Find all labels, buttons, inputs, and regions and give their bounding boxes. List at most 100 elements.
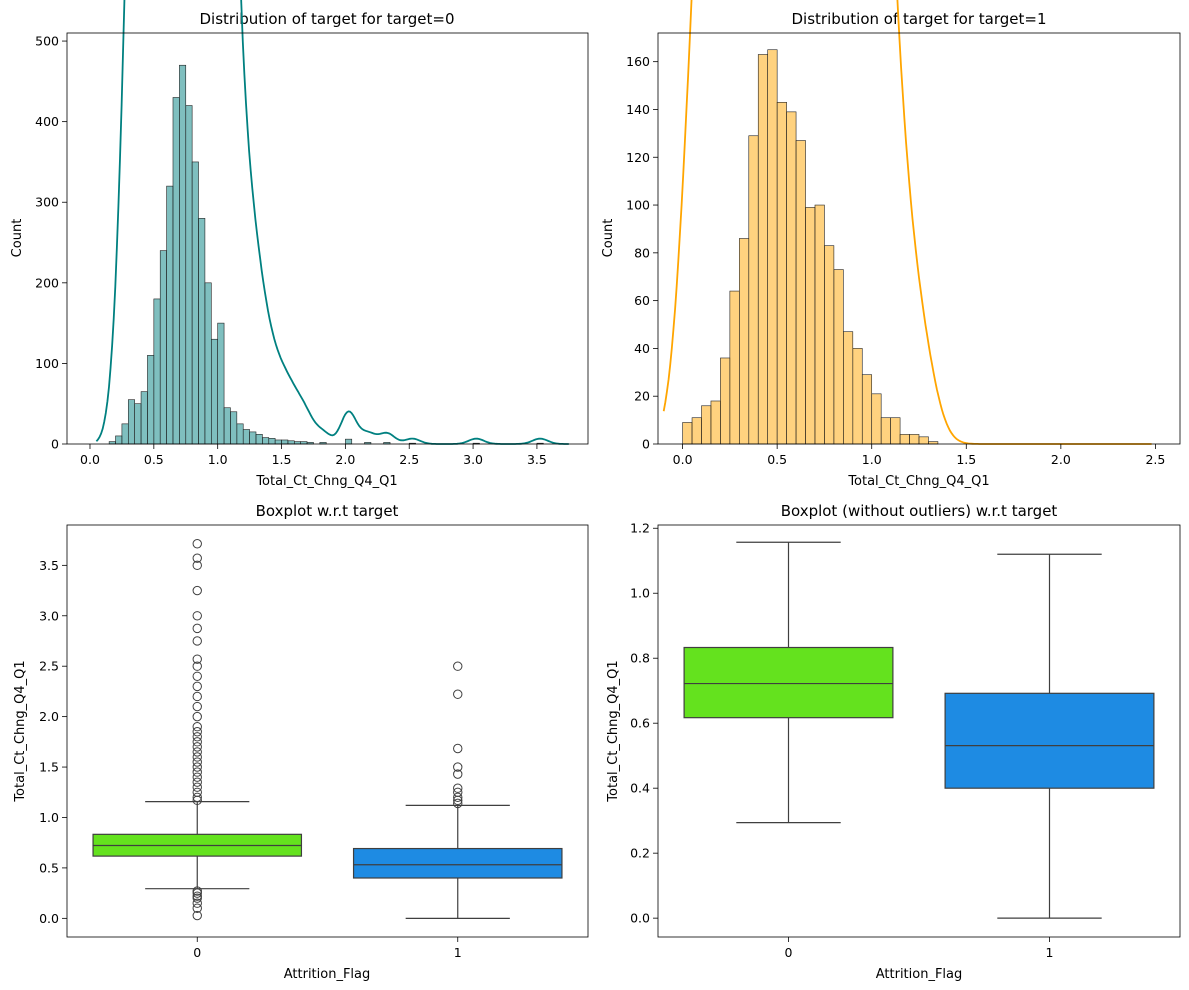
x-tick-label: 1.0: [208, 452, 228, 467]
outlier-point: [192, 747, 202, 757]
histogram-bar: [191, 161, 199, 445]
histogram-bar: [242, 429, 250, 445]
y-tick-label: 60: [634, 293, 650, 308]
histogram-bar: [890, 417, 901, 445]
x-tick-label: 0.0: [673, 452, 693, 467]
y-tick-label: 1.0: [39, 810, 59, 825]
plot-area: 0 100 200 300 400 500 0.0 0.5 1.0 1.5 2.0 2.5 3.0 3.5: [35, 0, 589, 467]
histogram-bar: [757, 54, 768, 445]
y-tick-label: 0: [642, 437, 650, 452]
axes-frame: [657, 524, 1181, 938]
histogram-bar: [805, 207, 816, 445]
outlier-point: [192, 636, 202, 646]
outlier-point: [192, 623, 202, 634]
x-tick-label: 0.5: [144, 452, 164, 467]
histogram-bar: [121, 423, 129, 445]
axes-frame: [657, 32, 1181, 445]
boxplot-without-outliers: Boxplot (without outliers) w.r.t target …: [606, 502, 1181, 982]
outlier-point: [192, 611, 202, 621]
outlier-point: [453, 787, 463, 797]
y-tick-label: 40: [634, 341, 650, 356]
outlier-point: [192, 898, 202, 908]
histogram-bar: [287, 440, 295, 445]
boxplot-with-outliers: Boxplot w.r.t target 0.0 0.5 1.0 1.5 2.0 2.5 3…: [13, 502, 589, 982]
outlier-point: [453, 798, 463, 809]
outlier-point: [192, 886, 202, 896]
y-tick-label: 0.5: [39, 860, 59, 875]
y-tick-label: 400: [35, 114, 59, 129]
outlier-point: [192, 671, 202, 681]
x-tick-label: 3.5: [527, 452, 547, 467]
outlier-point: [192, 722, 202, 732]
histogram-bar: [115, 435, 123, 445]
histogram-bar: [159, 250, 167, 445]
outlier-point: [192, 737, 202, 747]
y-tick-label: 0.8: [630, 651, 650, 666]
outlier-point: [192, 691, 202, 702]
histogram-bar: [682, 422, 693, 445]
chart-title: Distribution of target for target=1: [792, 10, 1047, 28]
histogram-bar: [720, 357, 731, 445]
outlier-point: [192, 711, 202, 722]
outlier-point: [453, 769, 463, 779]
outlier-point: [453, 689, 463, 699]
histogram-bar: [786, 111, 797, 445]
histogram-bar: [166, 185, 174, 445]
histogram-bar: [748, 135, 759, 445]
plot-area: 0.0 0.5 1.0 1.5 2.0 2.5 3.0 3.5 0 1: [39, 524, 589, 960]
y-tick-label: 0.4: [630, 781, 650, 796]
x-tick-label: 0.0: [80, 452, 100, 467]
histogram-bar: [249, 431, 257, 445]
outlier-point: [192, 772, 202, 782]
chart-title: Boxplot (without outliers) w.r.t target: [781, 502, 1058, 520]
x-tick-label: 0: [785, 945, 793, 960]
histogram-bar: [172, 97, 180, 445]
histogram-bar: [236, 423, 244, 445]
histogram-bar: [852, 348, 863, 445]
histogram-bar: [909, 434, 920, 445]
histogram-bar: [918, 436, 929, 445]
x-tick-label: 3.0: [463, 452, 483, 467]
kde-line: [95, 0, 569, 445]
histogram-bar: [776, 101, 787, 445]
outlier-point: [192, 727, 202, 737]
y-tick-label: 20: [634, 389, 650, 404]
outlier-point: [192, 767, 202, 777]
histogram-bar: [814, 204, 825, 445]
plot-area: 0.0 0.2 0.4 0.6 0.8 1.0 1.2 0 1: [630, 521, 1181, 960]
histogram-bar: [767, 49, 778, 445]
y-tick-label: 120: [626, 150, 650, 165]
histogram-bar: [795, 140, 806, 445]
outlier-point: [192, 792, 202, 803]
plot-area: 0 20 40 60 80 100 120 140 160 0.0 0.5 1.0 1.5 2.0 2.5: [626, 0, 1181, 467]
histogram-bar: [871, 393, 882, 445]
histogram-bar: [281, 439, 289, 445]
histogram-bar: [345, 438, 353, 445]
histogram-bar: [899, 434, 910, 445]
y-tick-label: 80: [634, 245, 650, 260]
histogram-bar: [739, 238, 750, 445]
x-axis-label: Total_Ct_Chng_Q4_Q1: [847, 474, 989, 489]
outlier-point: [192, 782, 202, 792]
y-tick-label: 160: [626, 54, 650, 69]
outlier-point: [192, 553, 202, 563]
histogram-bar: [255, 434, 263, 445]
outlier-point: [192, 903, 202, 913]
x-axis-label: Attrition_Flag: [876, 967, 963, 982]
histogram-bar: [134, 403, 142, 445]
x-tick-label: 2.0: [1051, 452, 1071, 467]
x-tick-label: 2.5: [399, 452, 419, 467]
histogram-bar: [210, 338, 218, 445]
x-tick-label: 1: [1046, 945, 1054, 960]
x-tick-label: 1.5: [272, 452, 292, 467]
histogram-bar: [185, 105, 193, 445]
y-tick-label: 0: [51, 437, 59, 452]
y-axis-label: Count: [10, 219, 25, 258]
x-axis-label: Total_Ct_Chng_Q4_Q1: [255, 474, 397, 489]
y-tick-label: 0.0: [39, 911, 59, 926]
chart-title: Distribution of target for target=0: [200, 10, 455, 28]
box: [683, 646, 894, 719]
histogram-bar: [880, 417, 891, 445]
histogram-bar: [223, 407, 231, 445]
outlier-point: [192, 585, 202, 596]
